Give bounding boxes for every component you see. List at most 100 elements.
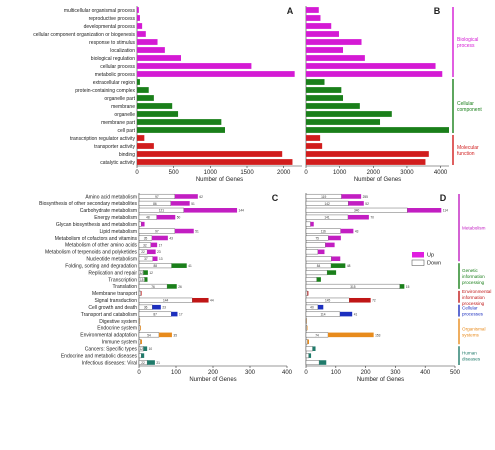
kegg-pathway-label: Biosynthesis of other secondary metaboli… xyxy=(39,201,137,207)
panel-a-bar xyxy=(137,143,154,149)
panel-d-bar-up xyxy=(319,360,326,365)
panel-d-bar-up xyxy=(318,305,323,310)
panel-c-down-label: 54 xyxy=(147,333,151,337)
panel-c-up-label: 50 xyxy=(177,216,181,220)
kegg-pathway-label: Signal transduction xyxy=(94,298,137,304)
panel-c-bar-up xyxy=(172,263,187,268)
panel-b-bar xyxy=(306,87,341,93)
panel-b-bar xyxy=(306,23,331,29)
go-term-label: transporter activity xyxy=(94,144,135,150)
panel-d-down-label: 340 xyxy=(354,209,360,213)
go-term-label: multicellular organismal process xyxy=(64,8,136,14)
panel-b-x-tick-label: 3000 xyxy=(400,170,414,176)
kegg-group-label: systems xyxy=(462,332,480,337)
panel-d-bar-down xyxy=(306,319,307,324)
panel-a-bar xyxy=(137,111,178,117)
panel-a-x-axis-label: Number of Genes xyxy=(196,177,243,183)
go-term-label: cellular process xyxy=(100,64,135,70)
kegg-pathway-label: Transcription xyxy=(108,277,137,283)
panel-d-x-tick-label: 200 xyxy=(361,370,372,376)
kegg-group-label: information xyxy=(462,295,485,300)
kegg-pathway-label: Translation xyxy=(112,284,137,290)
kegg-pathway-label: Endocrine and metabolic diseases xyxy=(61,353,138,359)
panel-d-down-label: 114 xyxy=(320,313,325,317)
panel-c-up-label: 23 xyxy=(162,306,166,310)
panel-d-up-label: 41 xyxy=(354,313,358,317)
panel-c-bar-up xyxy=(175,194,198,199)
panel-b-bar xyxy=(306,95,343,101)
panel-d-bar-up xyxy=(348,201,363,206)
panel-c-up-label: 26 xyxy=(178,285,182,289)
panel-c-bar-up xyxy=(184,208,237,213)
panel-c-down-label: 97 xyxy=(155,195,159,199)
panel-a-bar xyxy=(137,103,172,109)
panel-c-down-label: 36 xyxy=(144,306,148,310)
panel-c-up-label: 44 xyxy=(210,299,214,303)
panel-c-bar-up xyxy=(147,360,155,365)
panel-a-bar xyxy=(137,7,139,13)
panel-d-x-tick-label: 400 xyxy=(420,370,431,376)
go-term-label: protein-containing complex xyxy=(75,88,135,94)
legend-swatch-up xyxy=(412,252,424,258)
panel-d-up-label: 52 xyxy=(365,202,369,206)
kegg-group-label: Metabolism xyxy=(462,226,486,231)
panel-c-up-label: 62 xyxy=(199,195,203,199)
panel-a-bar xyxy=(137,23,142,29)
panel-d-bar-down xyxy=(306,346,313,351)
go-term-label: catalytic activity xyxy=(100,160,135,166)
panel-d-up-label: 114 xyxy=(443,209,448,213)
panel-a-x-tick-label: 2000 xyxy=(277,170,291,176)
panel-b-bar xyxy=(306,143,322,149)
panel-d-bar-up xyxy=(331,263,345,268)
panel-b-bar xyxy=(306,55,365,61)
panel-d-bar-down xyxy=(306,326,307,331)
panel-d-bar-up xyxy=(407,208,441,213)
kegg-pathway-label: Energy metabolism xyxy=(94,215,137,221)
panel-a-bar xyxy=(137,119,221,125)
panel-a-bar xyxy=(137,151,282,157)
panel-a-bar xyxy=(137,63,251,69)
panel-d-down-label: 84 xyxy=(317,264,321,268)
kegg-pathway-label: Endocrine system xyxy=(97,326,137,332)
panel-d-bar-up xyxy=(325,243,334,248)
panel-d-bar-up xyxy=(341,229,354,234)
panel-c-bar-up xyxy=(171,201,190,206)
kegg-group-label: Cellular xyxy=(462,306,478,311)
panel-d-bar-down xyxy=(306,360,319,365)
panel-c-bar-down xyxy=(139,353,141,358)
go-term-label: response to stimulus xyxy=(89,40,135,46)
panel-d-bar-up xyxy=(340,312,352,317)
kegg-pathway-label: Membrane transport xyxy=(92,291,138,297)
kegg-pathway-label: Nucleotide metabolism xyxy=(86,257,137,263)
panel-c-bar-up xyxy=(141,291,142,296)
panel-c-down-label: 22 xyxy=(141,250,145,254)
panel-c-down-label: 121 xyxy=(159,209,165,213)
panel-a-bar xyxy=(137,87,149,93)
panel-c-up-label: 51 xyxy=(191,202,195,206)
panel-c-up-label: 12 xyxy=(149,271,153,275)
panel-d-down-label: 142 xyxy=(324,202,330,206)
kegg-pathway-label: Metabolism of terpenoids and polyketides xyxy=(45,250,137,256)
go-term-label: transcription regulator activity xyxy=(70,136,136,142)
panel-c-up-label: 35 xyxy=(173,333,177,337)
panel-c-bar-up xyxy=(141,353,144,358)
panel-c-bar-up xyxy=(145,277,148,282)
panel-c-bar-up xyxy=(152,236,168,241)
panel-b-bar xyxy=(306,39,362,45)
go-term-label: cellular component organization or bioge… xyxy=(33,32,135,38)
kegg-group-label: processing xyxy=(462,280,485,285)
panel-c-up-label: 13 xyxy=(159,257,163,261)
legend-label-down: Down xyxy=(427,261,441,267)
panel-d-bar-up xyxy=(309,353,311,358)
go-term-label: localization xyxy=(110,48,135,54)
go-group-label: process xyxy=(457,43,475,49)
go-term-label: biological regulation xyxy=(91,56,135,62)
panel-d-down-label: 119 xyxy=(321,195,326,199)
panel-d-panel-label: D xyxy=(440,193,447,203)
panel-c-x-tick-label: 100 xyxy=(171,370,182,376)
panel-a-x-tick-label: 1000 xyxy=(204,170,218,176)
panel-d-bar-up xyxy=(310,222,313,227)
panel-c-x-tick-label: 200 xyxy=(208,370,219,376)
kegg-pathway-label: Glycan biosynthesis and metabolism xyxy=(56,222,137,228)
